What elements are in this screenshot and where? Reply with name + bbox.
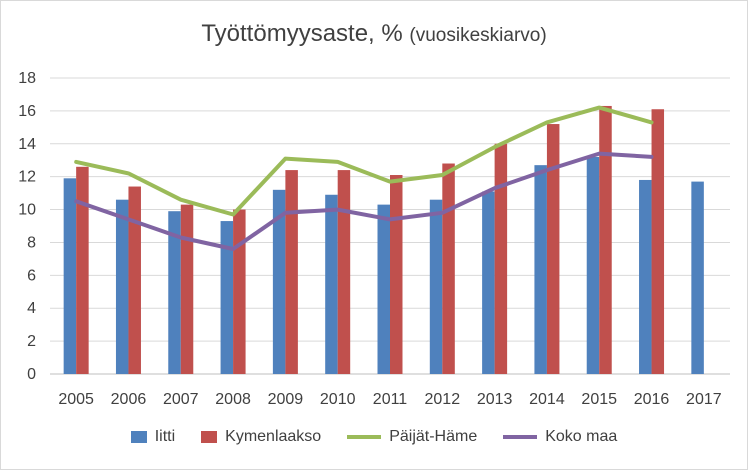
bar-iitti (325, 194, 338, 374)
bar-kymenlaakso (180, 204, 194, 374)
bar-kymenlaakso (233, 209, 246, 374)
bar-iitti (691, 181, 704, 374)
y-tick-label: 0 (27, 366, 36, 383)
x-tick-label: 2016 (634, 391, 670, 408)
y-tick-label: 8 (27, 234, 36, 251)
y-tick-label: 14 (18, 136, 36, 153)
x-tick-label: 2013 (477, 391, 513, 408)
bar-kymenlaakso (76, 166, 89, 374)
y-tick-label: 18 (18, 70, 36, 87)
bar-iitti (220, 221, 234, 374)
line-koko-maa (74, 151, 654, 251)
bar-iitti (63, 178, 77, 374)
y-tick-label: 4 (27, 300, 36, 317)
x-tick-label: 2012 (425, 391, 461, 408)
bar-kymenlaakso (494, 143, 508, 374)
bar-iitti (429, 199, 443, 374)
legend-swatch (201, 431, 218, 443)
x-tick-label: 2006 (111, 391, 147, 408)
bar-kymenlaakso (285, 170, 298, 374)
y-tick-label: 6 (27, 267, 36, 284)
legend-item: Kymenlaakso (201, 428, 321, 446)
x-tick-label: 2007 (163, 391, 199, 408)
y-tick-label: 12 (18, 169, 36, 186)
bar-iitti (168, 211, 181, 374)
x-tick-label: 2009 (268, 391, 304, 408)
legend-swatch (347, 435, 382, 439)
legend-label: Iitti (154, 428, 176, 445)
legend-label: Kymenlaakso (225, 428, 322, 445)
x-tick-label: 2014 (529, 391, 565, 408)
x-tick-label: 2017 (686, 391, 722, 408)
y-tick-label: 16 (18, 103, 36, 120)
chart-title: Työttömyysaste, % (vuosikeskiarvo) (0, 20, 748, 48)
x-tick-label: 2010 (320, 391, 356, 408)
bar-iitti (639, 179, 652, 374)
legend-item: Päijät-Häme (347, 428, 477, 446)
bar-kymenlaakso (390, 175, 403, 374)
legend-swatch (130, 431, 147, 443)
y-tick-label: 2 (27, 333, 36, 350)
x-tick-label: 2008 (215, 391, 251, 408)
bar-iitti (534, 165, 547, 374)
bar-iitti (482, 191, 495, 374)
x-tick-label: 2011 (373, 391, 408, 408)
x-tick-label: 2005 (58, 391, 94, 408)
legend: Iitti Kymenlaakso Päijät-Häme Koko maa (0, 428, 748, 446)
bar-kymenlaakso (337, 170, 351, 374)
line-p-ij-t-h-me (74, 105, 654, 217)
bar-kymenlaakso (651, 109, 665, 374)
bar-kymenlaakso (599, 105, 612, 374)
legend-label: Koko maa (545, 428, 618, 445)
y-tick-label: 10 (18, 202, 36, 219)
legend-item: Koko maa (503, 428, 617, 446)
bar-kymenlaakso (128, 186, 141, 374)
bar-iitti (586, 156, 600, 374)
bar-kymenlaakso (442, 163, 455, 374)
bar-iitti (272, 189, 286, 374)
chart-title-main: Työttömyysaste, % (201, 20, 403, 47)
chart-subtitle: (vuosikeskiarvo) (409, 25, 547, 46)
legend-item: Iitti (130, 428, 176, 446)
bar-iitti (377, 204, 390, 374)
legend-swatch (503, 435, 538, 439)
bar-kymenlaakso (546, 124, 560, 375)
legend-label: Päijät-Häme (389, 428, 478, 445)
x-tick-label: 2015 (581, 391, 617, 408)
bar-iitti (115, 199, 129, 374)
